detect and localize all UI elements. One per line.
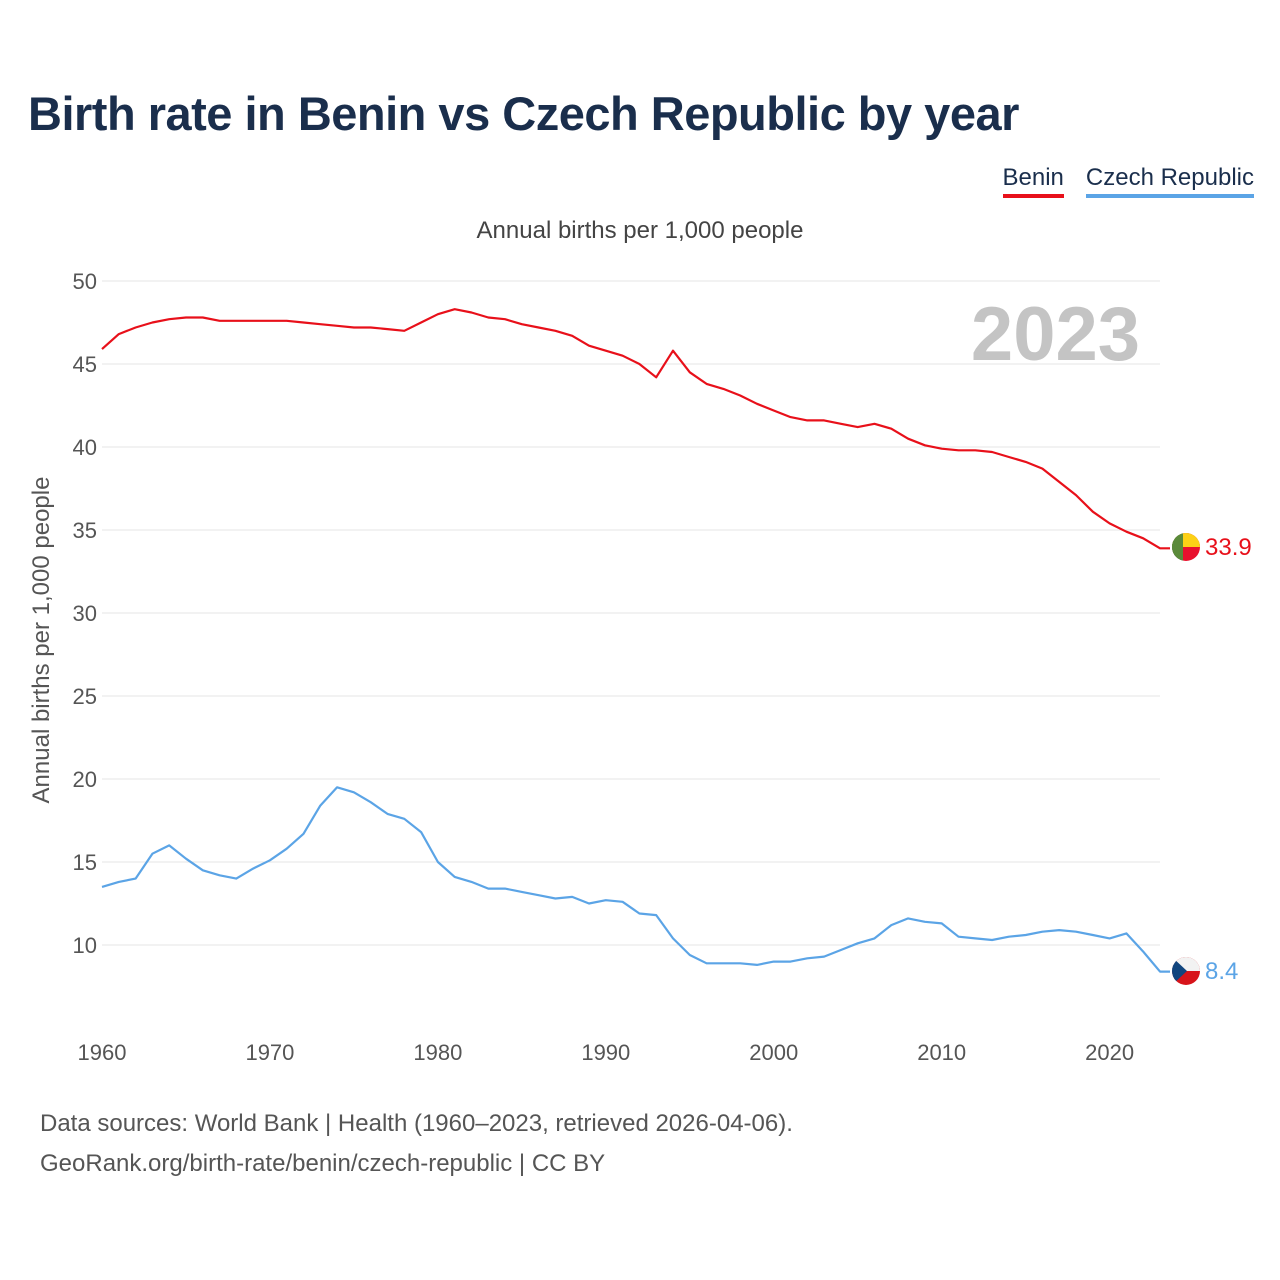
- y-tick-label: 15: [73, 850, 97, 875]
- y-tick-label: 10: [73, 933, 97, 958]
- y-tick-label: 25: [73, 684, 97, 709]
- x-tick-label: 1960: [78, 1040, 127, 1065]
- legend-item-benin[interactable]: Benin: [1002, 164, 1064, 198]
- series-line-benin[interactable]: [101, 308, 1170, 550]
- x-tick-label: 1980: [413, 1040, 462, 1065]
- y-tick-label: 30: [73, 601, 97, 626]
- y-axis-ticks: 10 15 20 25 30 35 40 45 50: [73, 269, 97, 958]
- chart-subtitle: Annual births per 1,000 people: [476, 217, 804, 244]
- y-tick-label: 40: [73, 435, 97, 460]
- x-axis-ticks: 1960 1970 1980 1990 2000 2010 2020: [78, 1040, 1135, 1065]
- x-tick-label: 2000: [749, 1040, 798, 1065]
- x-tick-label: 1990: [581, 1040, 630, 1065]
- series-lines: [101, 308, 1170, 973]
- legend: Benin Czech Republic: [1002, 164, 1254, 198]
- benin-flag-icon: [1172, 533, 1200, 561]
- footer-sources: Data sources: World Bank | Health (1960–…: [40, 1110, 793, 1137]
- czech-republic-flag-icon: [1172, 957, 1200, 985]
- chart-title: Birth rate in Benin vs Czech Republic by…: [28, 87, 1019, 140]
- y-tick-label: 45: [73, 352, 97, 377]
- legend-item-czech-republic[interactable]: Czech Republic: [1085, 164, 1254, 198]
- year-watermark: 2023: [971, 292, 1140, 377]
- line-chart: 10 15 20 25 30 35 40 45 50 1960 1970 1980 1990 2000 2…: [73, 269, 1252, 1065]
- benin-end-value-label: 33.9: [1205, 534, 1252, 561]
- x-tick-label: 2010: [917, 1040, 966, 1065]
- x-tick-label: 1970: [245, 1040, 294, 1065]
- y-tick-label: 50: [73, 269, 97, 294]
- x-tick-label: 2020: [1085, 1040, 1134, 1065]
- series-line-czech-republic[interactable]: [101, 786, 1170, 973]
- y-tick-label: 20: [73, 767, 97, 792]
- footer-url: GeoRank.org/birth-rate/benin/czech-repub…: [40, 1150, 606, 1177]
- czech-republic-end-value-label: 8.4: [1205, 958, 1238, 985]
- y-tick-label: 35: [73, 518, 97, 543]
- gridlines: [102, 280, 1160, 946]
- footer: Data sources: World Bank | Health (1960–…: [40, 1104, 793, 1184]
